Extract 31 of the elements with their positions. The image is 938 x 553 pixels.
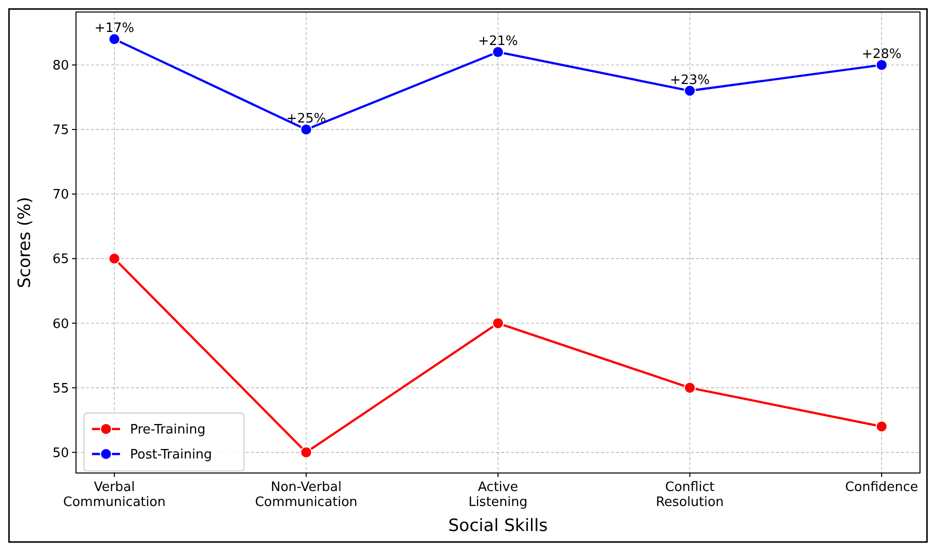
- point: [300, 446, 312, 458]
- x-tick-label: Conflict Resolution: [656, 480, 724, 510]
- y-tick-label: 70: [52, 188, 69, 203]
- x-tick-label: Active Listening: [468, 480, 528, 510]
- point: [876, 420, 888, 433]
- point: [876, 58, 888, 71]
- x-axis-title: Social Skills: [448, 516, 548, 536]
- y-tick-label: 65: [52, 252, 69, 268]
- point: [108, 33, 120, 46]
- annotation: +23%: [670, 72, 710, 88]
- y-axis-title: Scores (%): [15, 196, 35, 288]
- x-tick-label: Non-Verbal Communication: [254, 480, 358, 510]
- point: [684, 84, 696, 97]
- point: [684, 382, 696, 394]
- point: [300, 124, 312, 136]
- point: [108, 252, 120, 265]
- y-tick-label: 75: [52, 123, 69, 138]
- point: [492, 46, 504, 58]
- y-tick-label: 80: [52, 58, 69, 74]
- y-tick-label: 60: [52, 316, 69, 332]
- legend-label: Pre-Training: [130, 422, 206, 438]
- x-tick-label: Verbal Communication: [63, 480, 166, 510]
- x-tick-label: Confidence: [845, 480, 918, 495]
- annotation: +21%: [478, 34, 518, 50]
- y-tick-label: 50: [52, 446, 69, 461]
- y-tick-label: 55: [52, 381, 69, 396]
- annotation: +28%: [862, 46, 902, 62]
- annotation: +17%: [94, 21, 134, 36]
- annotation: +25%: [286, 112, 326, 127]
- point: [492, 317, 504, 330]
- legend-label: Post-Training: [130, 448, 212, 463]
